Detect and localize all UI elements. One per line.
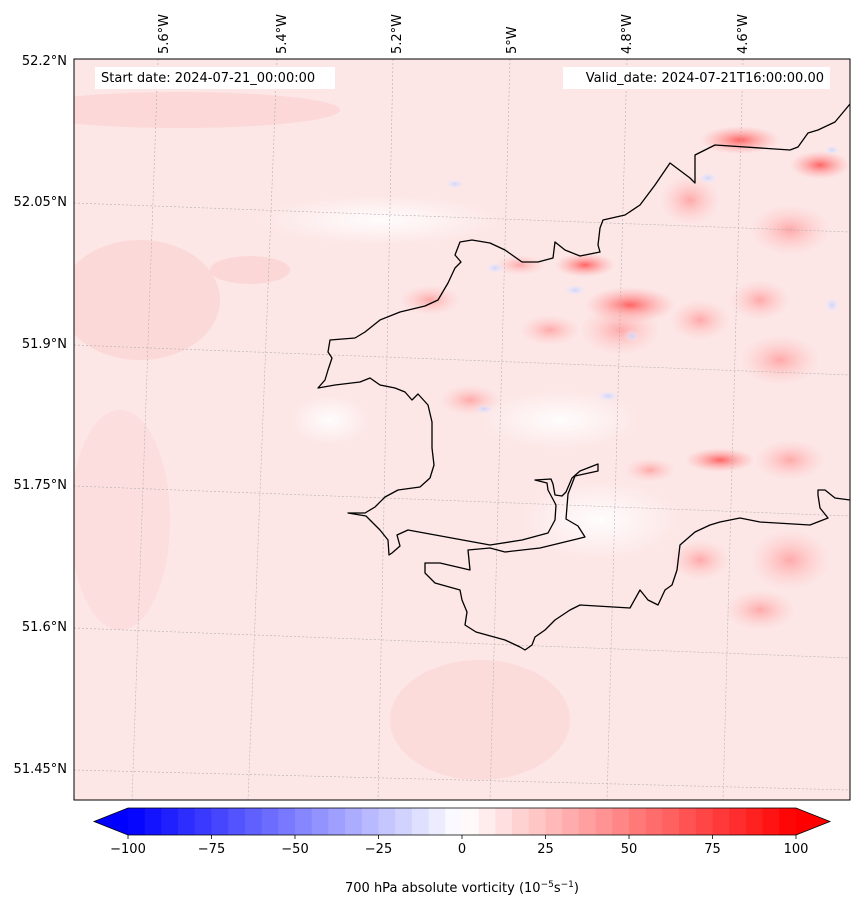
colorbar-cell bbox=[361, 808, 379, 835]
colorbar-cell bbox=[679, 808, 697, 835]
map-frame bbox=[73, 58, 851, 801]
colorbar-cell bbox=[612, 808, 630, 835]
lon-label: 5.6°W bbox=[157, 14, 172, 54]
colorbar-cell bbox=[261, 808, 279, 835]
valid-date-box bbox=[563, 67, 830, 89]
colorbar-cell bbox=[629, 808, 647, 835]
lat-label: 51.9°N bbox=[22, 337, 67, 352]
lat-label: 51.6°N bbox=[22, 620, 67, 635]
colorbar-cell bbox=[278, 808, 296, 835]
vorticity-field bbox=[74, 59, 850, 800]
graticule bbox=[74, 59, 850, 800]
colorbar-cell bbox=[478, 808, 496, 835]
start-date-box bbox=[95, 67, 335, 89]
lon-label: 5.2°W bbox=[390, 14, 405, 54]
colorbar-cell bbox=[128, 808, 146, 835]
colorbar-max-extension bbox=[796, 808, 830, 835]
colorbar-cell bbox=[662, 808, 680, 835]
lat-label: 51.75°N bbox=[14, 478, 67, 493]
colorbar-cell bbox=[411, 808, 429, 835]
colorbar: −100 −75 −50 −25 0 25 50 75 100 700 hPa absolute… bbox=[92, 807, 832, 896]
latitude-labels: 52.2°N 52.05°N 51.9°N 51.75°N 51.6°N 51.… bbox=[14, 54, 67, 777]
colorbar-tick-label: −75 bbox=[198, 842, 225, 857]
colorbar-tick-label: −50 bbox=[281, 842, 308, 857]
colorbar-cell bbox=[528, 808, 546, 835]
colorbar-cell bbox=[345, 808, 363, 835]
colorbar-tick-label: 100 bbox=[784, 842, 809, 857]
start-date-label: Start date: 2024-07-21_00:00:00 bbox=[101, 71, 315, 86]
colorbar-cell bbox=[645, 808, 663, 835]
colorbar-min-extension bbox=[94, 808, 128, 835]
colorbar-cell bbox=[512, 808, 530, 835]
colorbar-cell bbox=[178, 808, 196, 835]
colorbar-cell bbox=[445, 808, 463, 835]
colorbar-cell bbox=[595, 808, 613, 835]
colorbar-tick-label: 75 bbox=[704, 842, 721, 857]
colorbar-cell bbox=[244, 808, 262, 835]
colorbar-cells bbox=[128, 808, 797, 835]
colorbar-ticks: −100 −75 −50 −25 0 25 50 75 100 bbox=[110, 835, 808, 857]
colorbar-cell bbox=[562, 808, 580, 835]
colorbar-tick-label: −25 bbox=[365, 842, 392, 857]
colorbar-tick-label: 0 bbox=[458, 842, 466, 857]
colorbar-cell bbox=[211, 808, 229, 835]
colorbar-cell bbox=[462, 808, 480, 835]
coastline bbox=[317, 103, 850, 651]
colorbar-cell bbox=[194, 808, 212, 835]
colorbar-tick-label: 25 bbox=[537, 842, 554, 857]
colorbar-cell bbox=[295, 808, 313, 835]
colorbar-cell bbox=[695, 808, 713, 835]
lon-label: 4.8°W bbox=[620, 14, 635, 54]
lat-label: 51.45°N bbox=[14, 762, 67, 777]
colorbar-cell bbox=[395, 808, 413, 835]
colorbar-cell bbox=[311, 808, 329, 835]
valid-date-label: Valid_date: 2024-07-21T16:00:00.00 bbox=[586, 71, 824, 86]
colorbar-cell bbox=[545, 808, 563, 835]
lon-label: 5°W bbox=[505, 26, 520, 54]
colorbar-cell bbox=[729, 808, 747, 835]
colorbar-cell bbox=[328, 808, 346, 835]
colorbar-cell bbox=[762, 808, 780, 835]
colorbar-cell bbox=[712, 808, 730, 835]
lat-label: 52.05°N bbox=[14, 195, 67, 210]
colorbar-cell bbox=[745, 808, 763, 835]
colorbar-cell bbox=[495, 808, 513, 835]
longitude-labels: 5.6°W 5.4°W 5.2°W 5°W 4.8°W 4.6°W bbox=[157, 14, 751, 54]
colorbar-tick-label: −100 bbox=[110, 842, 146, 857]
lon-label: 5.4°W bbox=[275, 14, 290, 54]
lat-label: 52.2°N bbox=[22, 54, 67, 69]
colorbar-cell bbox=[428, 808, 446, 835]
colorbar-cell bbox=[578, 808, 596, 835]
colorbar-cell bbox=[144, 808, 162, 835]
colorbar-cell bbox=[161, 808, 179, 835]
colorbar-cell bbox=[378, 808, 396, 835]
colorbar-tick-label: 50 bbox=[621, 842, 638, 857]
colorbar-cell bbox=[228, 808, 246, 835]
colorbar-cell bbox=[779, 808, 797, 835]
colorbar-label: 700 hPa absolute vorticity (10−5s−1) bbox=[345, 880, 579, 896]
lon-label: 4.6°W bbox=[736, 14, 751, 54]
